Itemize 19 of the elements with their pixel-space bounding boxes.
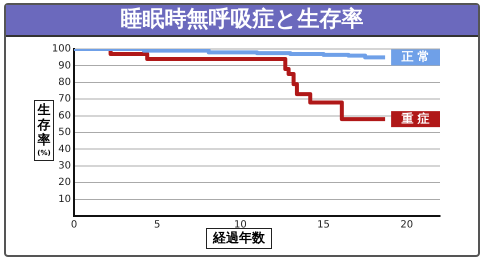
y-tick-label: 40 [58,144,71,155]
x-tick-label: 0 [70,220,78,231]
x-tick-label: 20 [400,220,414,231]
chart-title: 睡眠時無呼吸症と生存率 [6,5,478,37]
x-axis-title: 経過年数 [213,231,265,246]
x-tick-label: 10 [234,220,247,231]
x-tick-label: 15 [317,220,330,231]
x-tick-label: 5 [154,220,160,231]
y-tick-label: 20 [58,177,71,188]
y-tick-label: 10 [58,194,71,205]
y-tick-label: 30 [58,160,71,172]
series-label: 重 症 [400,111,430,126]
y-tick-label: 90 [58,60,71,72]
y-tick-label: 50 [58,127,71,138]
series-label: 正 常 [400,49,430,64]
y-tick-label: 100 [52,44,71,55]
y-tick-label: 70 [58,94,71,105]
y-tick-label: 80 [58,76,71,88]
y-tick-label: 60 [58,110,71,122]
